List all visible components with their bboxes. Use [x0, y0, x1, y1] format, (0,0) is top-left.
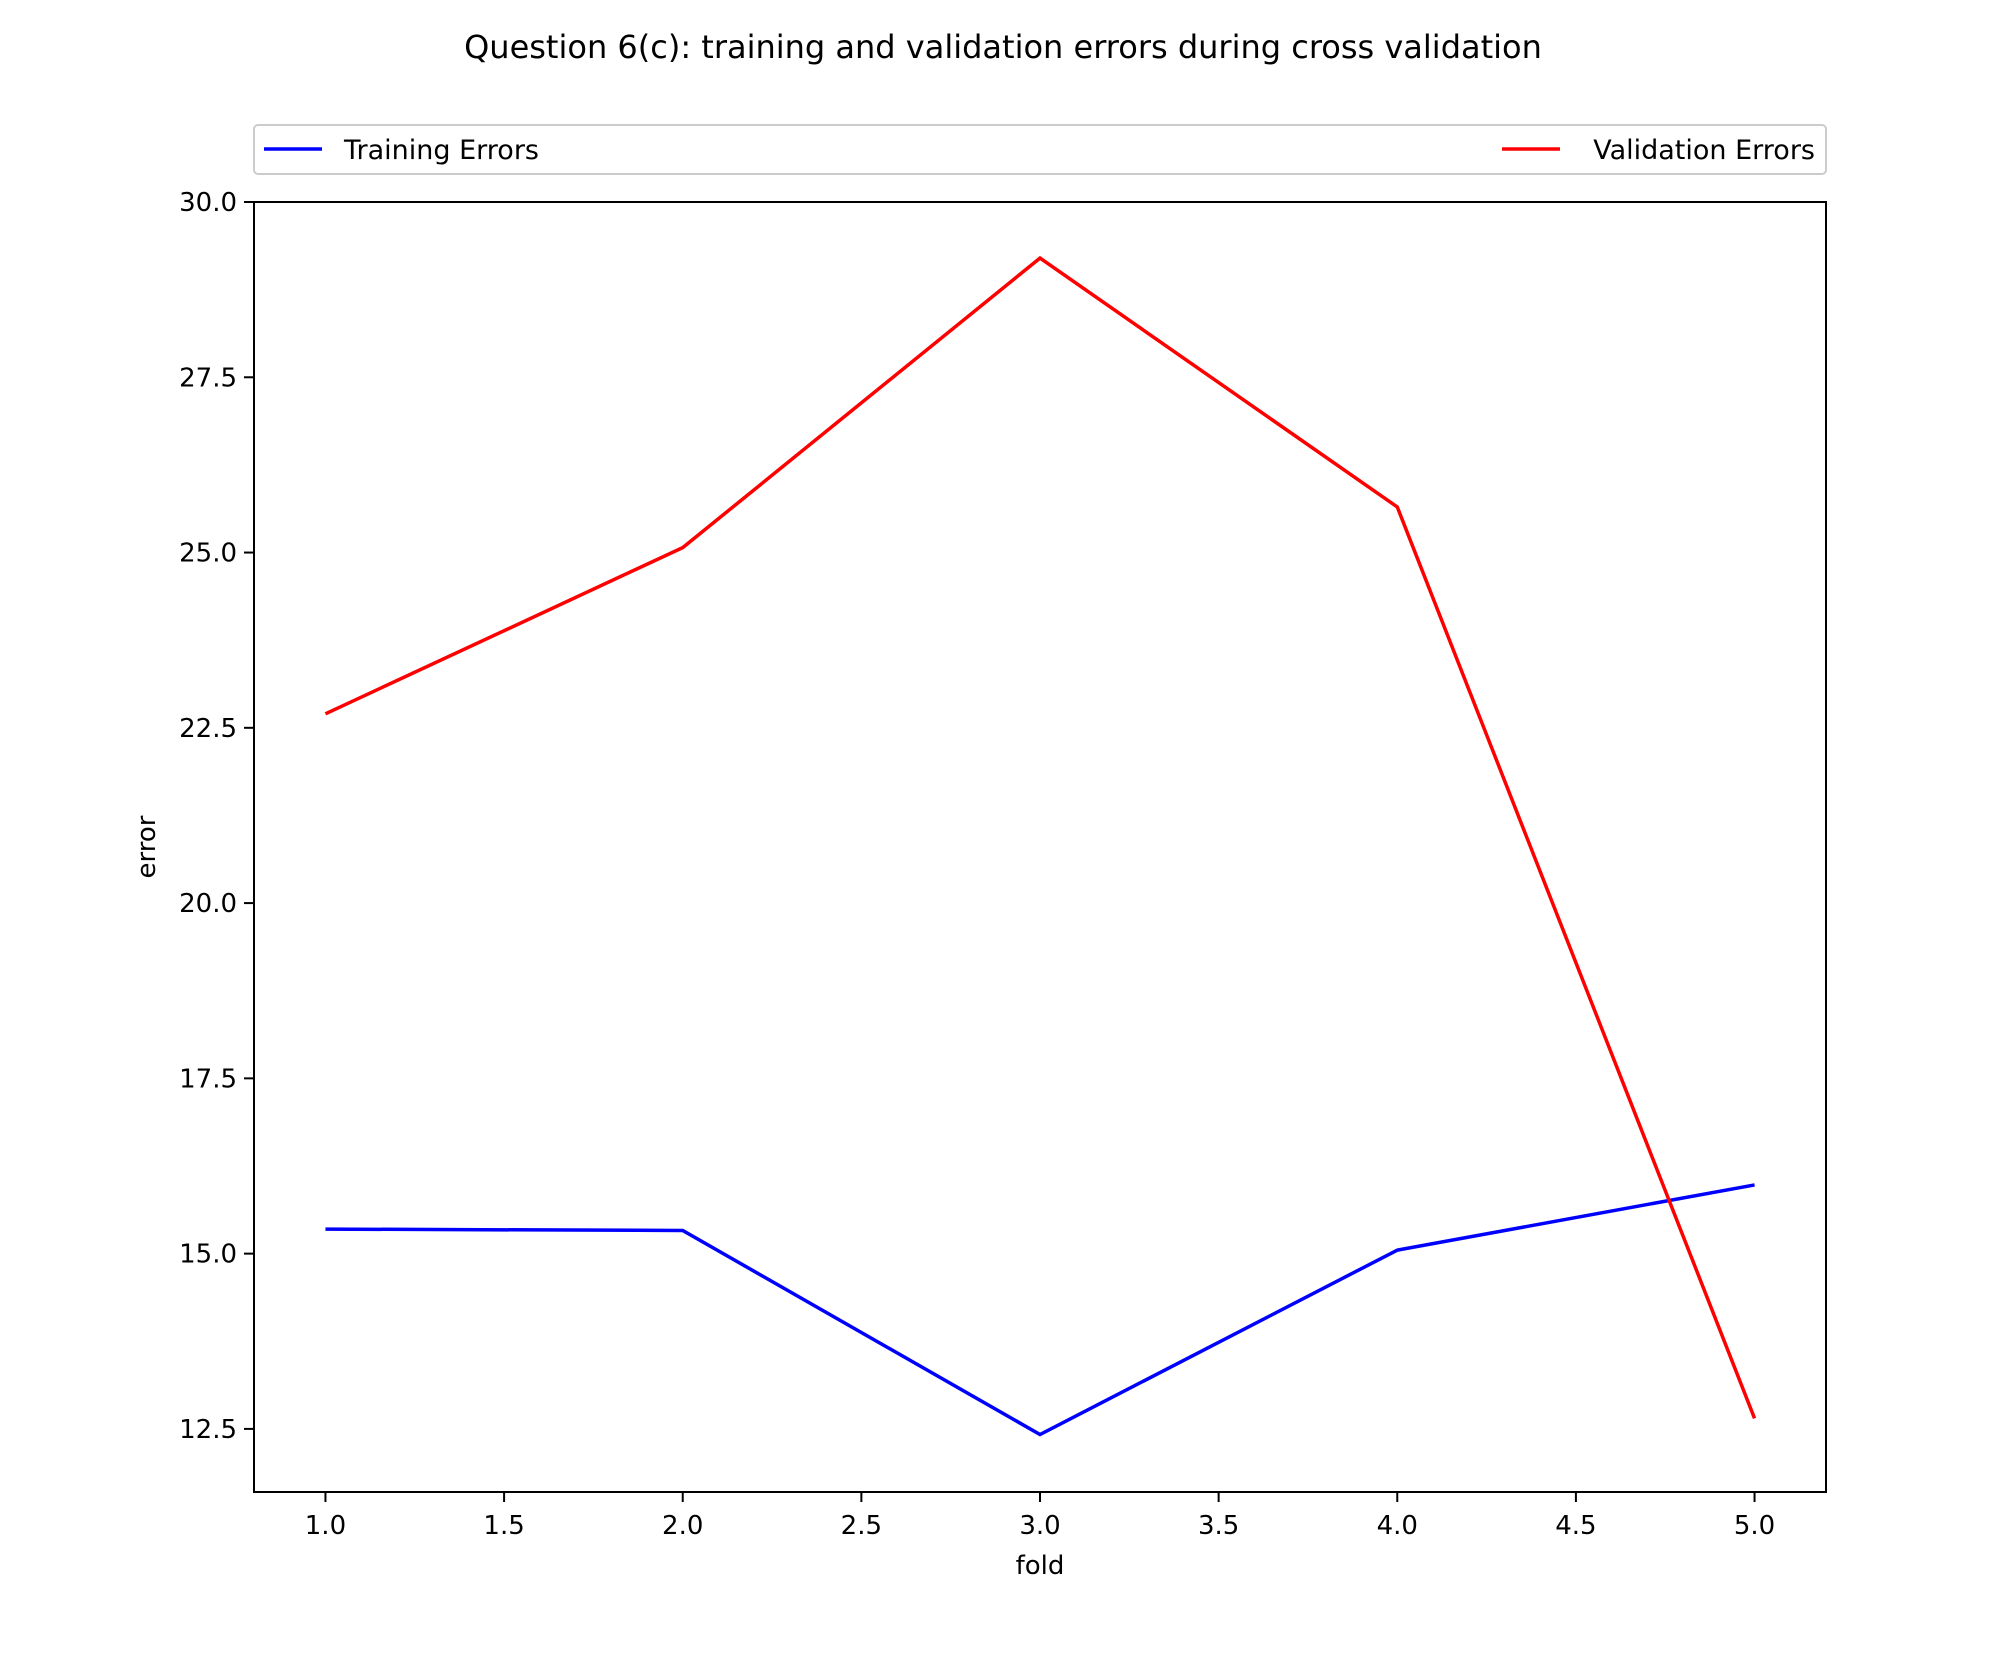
- legend-label-validation: Validation Errors: [1593, 135, 1815, 166]
- y-axis: 12.5 15.0 17.5 20.0 22.5 25.0 27.5 30.0: [179, 188, 254, 1445]
- legend-entry-validation: Validation Errors: [1502, 135, 1815, 166]
- legend-entry-training: Training Errors: [264, 135, 539, 166]
- y-tick-label: 27.5: [179, 363, 237, 393]
- x-tick-label: 1.5: [483, 1511, 524, 1541]
- x-tick-label: 1.0: [305, 1511, 346, 1541]
- x-tick-label: 4.5: [1555, 1511, 1596, 1541]
- y-tick-label: 22.5: [179, 714, 237, 744]
- y-tick-label: 30.0: [179, 188, 237, 218]
- y-tick-label: 15.0: [179, 1240, 237, 1270]
- x-axis: 1.0 1.5 2.0 2.5 3.0 3.5 4.0 4.5 5.0: [305, 1492, 1775, 1541]
- plot-area: [253, 201, 1827, 1493]
- x-axis-label: fold: [1016, 1551, 1065, 1581]
- y-tick-label: 25.0: [179, 539, 237, 569]
- legend: Training Errors Validation Errors: [253, 124, 1827, 175]
- y-tick-label: 17.5: [179, 1064, 237, 1094]
- y-tick-label: 20.0: [179, 889, 237, 919]
- x-tick-label: 3.0: [1019, 1511, 1060, 1541]
- legend-frame: [253, 124, 1827, 175]
- x-tick-label: 3.5: [1198, 1511, 1239, 1541]
- series-layer: [324, 255, 1757, 1437]
- chart-title: Question 6(c): training and validation e…: [464, 28, 1542, 66]
- legend-label-training: Training Errors: [343, 135, 539, 166]
- x-tick-label: 5.0: [1734, 1511, 1775, 1541]
- y-tick-label: 12.5: [179, 1415, 237, 1445]
- y-axis-label: error: [132, 815, 162, 878]
- x-tick-label: 4.0: [1377, 1511, 1418, 1541]
- series-line-validation-errors: [324, 255, 1757, 1420]
- x-tick-label: 2.0: [662, 1511, 703, 1541]
- x-tick-label: 2.5: [841, 1511, 882, 1541]
- series-line-training-errors: [325, 1183, 1755, 1437]
